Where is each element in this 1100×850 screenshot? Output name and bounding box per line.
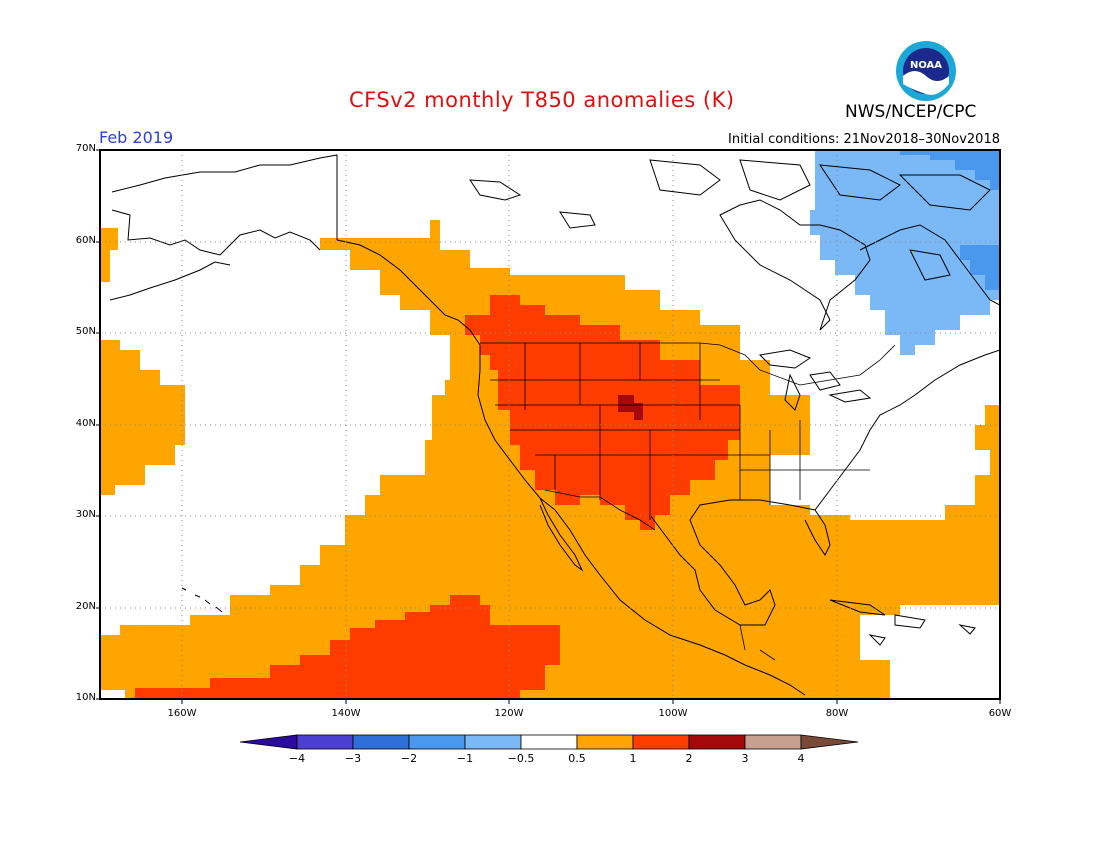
political-borders [336,155,896,661]
colorbar-tick-label: 3 [741,752,749,765]
anomaly-area-cold [900,150,1000,290]
lat-label-30n: 30N [75,509,96,520]
colorbar-segment [744,734,802,750]
baja-california [539,497,584,572]
svg-text:NOAA: NOAA [910,60,942,71]
lon-label-80w: 80W [825,708,849,719]
initial-conditions: Initial conditions: 21Nov2018–30Nov2018 [728,132,1000,147]
hudson-bay [719,199,871,331]
arctic-islands [469,159,991,281]
lat-label-20n: 20N [75,601,96,612]
colorbar-arrow-high [800,734,859,750]
colorbar-tick-label: −0.5 [507,752,535,765]
colorbar [239,734,859,750]
lat-label-60n: 60N [75,235,96,246]
caribbean-islands [829,599,976,646]
lon-label-100w: 100W [658,708,688,719]
lon-label-60w: 60W [988,708,1012,719]
colorbar-tick-label: −2 [400,752,418,765]
west-coast [336,239,806,696]
forecast-month: Feb 2019 [99,128,174,147]
colorbar-tick-label: −1 [456,752,474,765]
alaska-coastline [109,154,338,301]
anomaly-area-strong-warm [618,395,643,420]
noaa-logo: NOAA [896,41,956,101]
colorbar-segment [688,734,746,750]
gulf-coast [649,499,831,626]
colorbar-arrow-low [239,734,298,750]
labrador-coast [859,224,1000,306]
colorbar-tick-label: −4 [288,752,306,765]
colorbar-segment [464,734,522,750]
anomaly-area-weak-warm-atlantic [945,405,1000,520]
colorbar-segment [296,734,354,750]
colorbar-segment [520,734,578,750]
lat-label-70n: 70N [75,143,96,154]
chart-title: CFSv2 monthly T850 anomalies (K) [349,88,735,112]
colorbar-segment [352,734,410,750]
coastlines [109,154,1000,696]
colorbar-segment [408,734,466,750]
anomaly-area-weak-warm-west [100,340,185,495]
great-lakes [758,349,872,411]
graticule [100,150,1000,699]
colorbar-tick-label: 2 [685,752,693,765]
central-america-borders [739,624,776,661]
anomaly-area-weak-warm-corner [100,228,118,282]
anomaly-area-weak-cold [810,150,1000,355]
colorbar-tick-label: 1 [629,752,637,765]
anomaly-area-warm-core [465,295,740,530]
lat-label-50n: 50N [75,326,96,337]
agency-label: NWS/NCEP/CPC [845,102,977,122]
lat-label-10n: 10N [75,692,96,703]
colorbar-segment [632,734,690,750]
colorbar-tick-label: 0.5 [568,752,586,765]
us-mexico-border [544,489,656,531]
anomaly-fields [100,150,1000,699]
lon-label-120w: 120W [494,708,524,719]
lon-label-140w: 140W [331,708,361,719]
colorbar-segment [576,734,634,750]
axis-ticks [96,149,1001,704]
lat-label-40n: 40N [75,418,96,429]
colorbar-tick-label: −3 [344,752,362,765]
anomaly-area-warm-pacific [135,595,560,699]
east-coast [814,349,1000,511]
hawaii-islands [181,587,223,613]
us-canada-border [480,342,896,386]
lon-label-160w: 160W [167,708,197,719]
us-state-lines [490,343,870,520]
colorbar-tick-label: 4 [797,752,805,765]
